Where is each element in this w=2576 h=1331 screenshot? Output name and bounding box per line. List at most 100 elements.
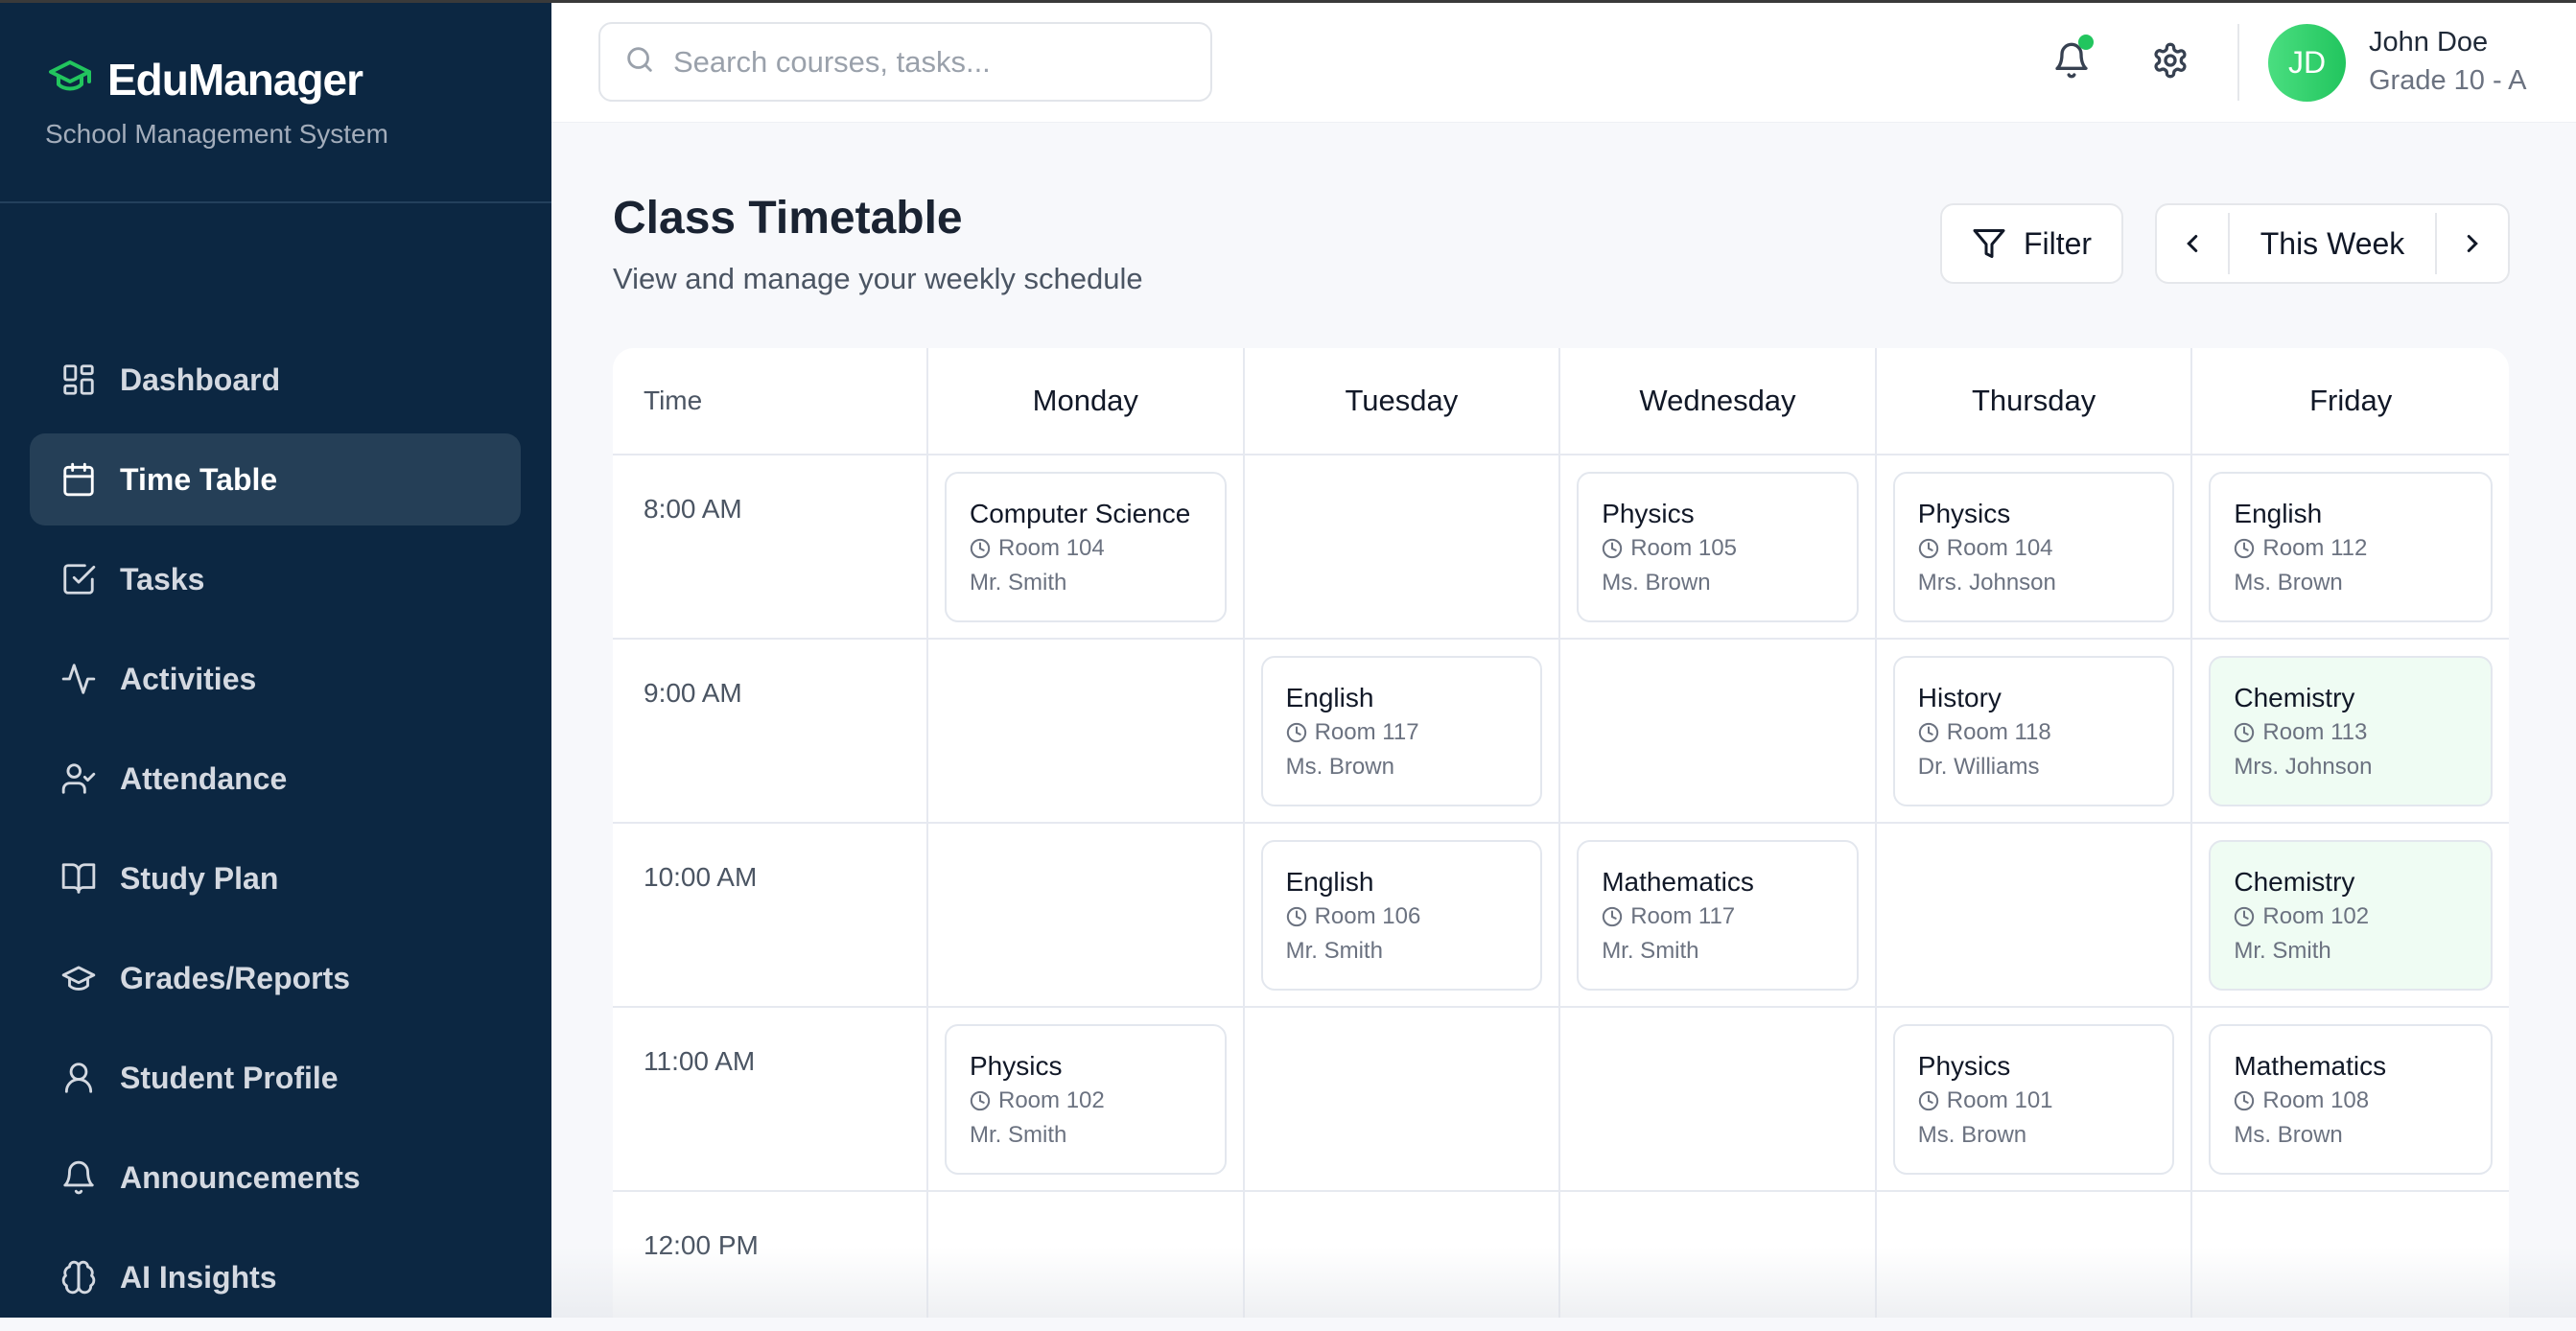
- sidebar-item-label: Attendance: [120, 760, 288, 796]
- class-room: Room 104: [970, 535, 1225, 562]
- sidebar-item-dashboard[interactable]: Dashboard: [30, 334, 521, 426]
- room-label: Room 117: [1630, 903, 1736, 929]
- timetable-cell[interactable]: Chemistry Room 113 Mrs. Johnson: [2192, 640, 2509, 824]
- class-card[interactable]: Mathematics Room 117 Mr. Smith: [1577, 840, 1859, 991]
- room-label: Room 105: [1630, 535, 1737, 561]
- timetable-cell[interactable]: Computer Science Room 104 Mr. Smith: [928, 455, 1245, 640]
- timetable-cell[interactable]: Chemistry Room 102 Mr. Smith: [2192, 824, 2509, 1008]
- class-card[interactable]: Chemistry Room 113 Mrs. Johnson: [2209, 656, 2493, 806]
- sidebar-item-tasks[interactable]: Tasks: [30, 533, 521, 625]
- room-label: Room 104: [1946, 535, 2053, 561]
- class-room: Room 105: [1602, 535, 1857, 562]
- notifications-button[interactable]: [2048, 35, 2096, 84]
- timetable-cell[interactable]: Mathematics Room 117 Mr. Smith: [1560, 824, 1877, 1008]
- class-teacher: Ms. Brown: [2234, 570, 2343, 595]
- checkbox-icon: [63, 564, 96, 595]
- timetable-cell[interactable]: Physics Room 104 Mrs. Johnson: [1876, 455, 2193, 640]
- timetable-cell[interactable]: [928, 1192, 1245, 1318]
- filter-button[interactable]: Filter: [1940, 203, 2123, 284]
- class-card[interactable]: Physics Room 104 Mrs. Johnson: [1892, 472, 2175, 622]
- class-card[interactable]: English Room 106 Mr. Smith: [1260, 840, 1543, 991]
- timetable-cell[interactable]: [2192, 1192, 2509, 1318]
- class-subject: English: [1285, 867, 1374, 897]
- room-label: Room 102: [998, 1087, 1105, 1113]
- previous-week-button[interactable]: [2157, 205, 2228, 282]
- class-subject: Physics: [1917, 1051, 2011, 1081]
- timetable-cell[interactable]: [1244, 1008, 1561, 1192]
- class-card[interactable]: Computer Science Room 104 Mr. Smith: [945, 472, 1227, 622]
- class-card[interactable]: Chemistry Room 102 Mr. Smith: [2209, 840, 2493, 991]
- clock-icon: [2235, 1090, 2255, 1111]
- time-slot-label: 12:00 PM: [613, 1192, 928, 1318]
- window-top-edge: [0, 0, 2576, 3]
- time-slot-label: 8:00 AM: [613, 455, 928, 640]
- search-box[interactable]: [598, 22, 1212, 102]
- class-subject: Physics: [1602, 499, 1695, 528]
- sidebar-item-study-plan[interactable]: Study Plan: [30, 832, 521, 924]
- class-card[interactable]: Physics Room 105 Ms. Brown: [1577, 472, 1859, 622]
- class-card[interactable]: English Room 117 Ms. Brown: [1260, 656, 1543, 806]
- class-card[interactable]: Physics Room 102 Mr. Smith: [945, 1024, 1227, 1175]
- class-card[interactable]: History Room 118 Dr. Williams: [1892, 656, 2175, 806]
- dashboard-icon: [63, 364, 94, 395]
- timetable-cell[interactable]: English Room 117 Ms. Brown: [1244, 640, 1561, 824]
- timetable-cell[interactable]: [1560, 1008, 1877, 1192]
- sidebar-item-label: Tasks: [120, 561, 205, 596]
- graduation-cap-icon: [61, 966, 96, 991]
- class-room: Room 102: [2234, 903, 2491, 930]
- avatar[interactable]: JD: [2268, 24, 2346, 102]
- timetable-cell[interactable]: [1877, 1192, 2193, 1318]
- class-teacher: Mrs. Johnson: [1917, 570, 2056, 595]
- time-column-header: Time: [613, 348, 928, 455]
- sidebar: EduManager School Management System Dash…: [0, 0, 551, 1318]
- class-subject: Mathematics: [1602, 867, 1754, 897]
- settings-button[interactable]: [2146, 36, 2194, 84]
- timetable-cell[interactable]: English Room 106 Mr. Smith: [1244, 824, 1561, 1008]
- class-teacher: Ms. Brown: [1917, 1122, 2027, 1148]
- search-input[interactable]: [673, 44, 1191, 80]
- day-header: Thursday: [1876, 348, 2193, 455]
- sidebar-item-announcements[interactable]: Announcements: [30, 1132, 521, 1224]
- logo[interactable]: EduManager: [46, 54, 363, 105]
- sidebar-divider: [0, 201, 551, 203]
- timetable-cell[interactable]: [1244, 455, 1561, 640]
- timetable-cell[interactable]: [1876, 824, 2193, 1008]
- timetable-cell[interactable]: History Room 118 Dr. Williams: [1876, 640, 2193, 824]
- sidebar-item-activities[interactable]: Activities: [30, 633, 521, 725]
- page-title: Class Timetable: [613, 193, 963, 244]
- chevron-left-icon: [2187, 235, 2198, 252]
- class-card[interactable]: Mathematics Room 108 Ms. Brown: [2209, 1024, 2493, 1175]
- room-label: Room 117: [1314, 719, 1419, 745]
- sidebar-item-attendance[interactable]: Attendance: [30, 733, 521, 825]
- class-teacher: Ms. Brown: [1602, 570, 1711, 595]
- class-room: Room 101: [1918, 1087, 2173, 1114]
- timetable-cell[interactable]: [1560, 640, 1877, 824]
- sidebar-nav: Dashboard Time Table Tasks Activities Attend…: [30, 334, 521, 1331]
- class-teacher: Mrs. Johnson: [2234, 754, 2373, 780]
- sidebar-item-ai-insights[interactable]: AI Insights: [30, 1231, 521, 1323]
- class-card[interactable]: English Room 112 Ms. Brown: [2209, 472, 2493, 622]
- sidebar-item-time-table[interactable]: Time Table: [30, 433, 521, 525]
- room-label: Room 113: [2262, 719, 2368, 745]
- time-slot-label: 10:00 AM: [613, 824, 928, 1008]
- timetable-cell[interactable]: [928, 824, 1245, 1008]
- calendar-icon: [63, 462, 94, 497]
- timetable-cell[interactable]: Physics Room 101 Ms. Brown: [1876, 1008, 2193, 1192]
- bell-icon: [63, 1160, 94, 1195]
- activity-icon: [61, 664, 96, 694]
- user-name: John Doe: [2369, 27, 2489, 58]
- timetable-cell[interactable]: Mathematics Room 108 Ms. Brown: [2192, 1008, 2509, 1192]
- class-card[interactable]: Physics Room 101 Ms. Brown: [1892, 1024, 2175, 1175]
- timetable-cell[interactable]: [1245, 1192, 1561, 1318]
- timetable-cell[interactable]: English Room 112 Ms. Brown: [2192, 455, 2509, 640]
- sidebar-item-grades-reports[interactable]: Grades/Reports: [30, 932, 521, 1024]
- sidebar-item-student-profile[interactable]: Student Profile: [30, 1032, 521, 1124]
- room-label: Room 106: [1314, 903, 1421, 929]
- timetable-cell[interactable]: [928, 640, 1245, 824]
- current-week-label[interactable]: This Week: [2228, 213, 2437, 274]
- next-week-button[interactable]: [2437, 205, 2508, 282]
- timetable-cell[interactable]: Physics Room 105 Ms. Brown: [1560, 455, 1877, 640]
- class-teacher: Mr. Smith: [1285, 938, 1383, 964]
- timetable-cell[interactable]: [1560, 1192, 1877, 1318]
- timetable-cell[interactable]: Physics Room 102 Mr. Smith: [928, 1008, 1245, 1192]
